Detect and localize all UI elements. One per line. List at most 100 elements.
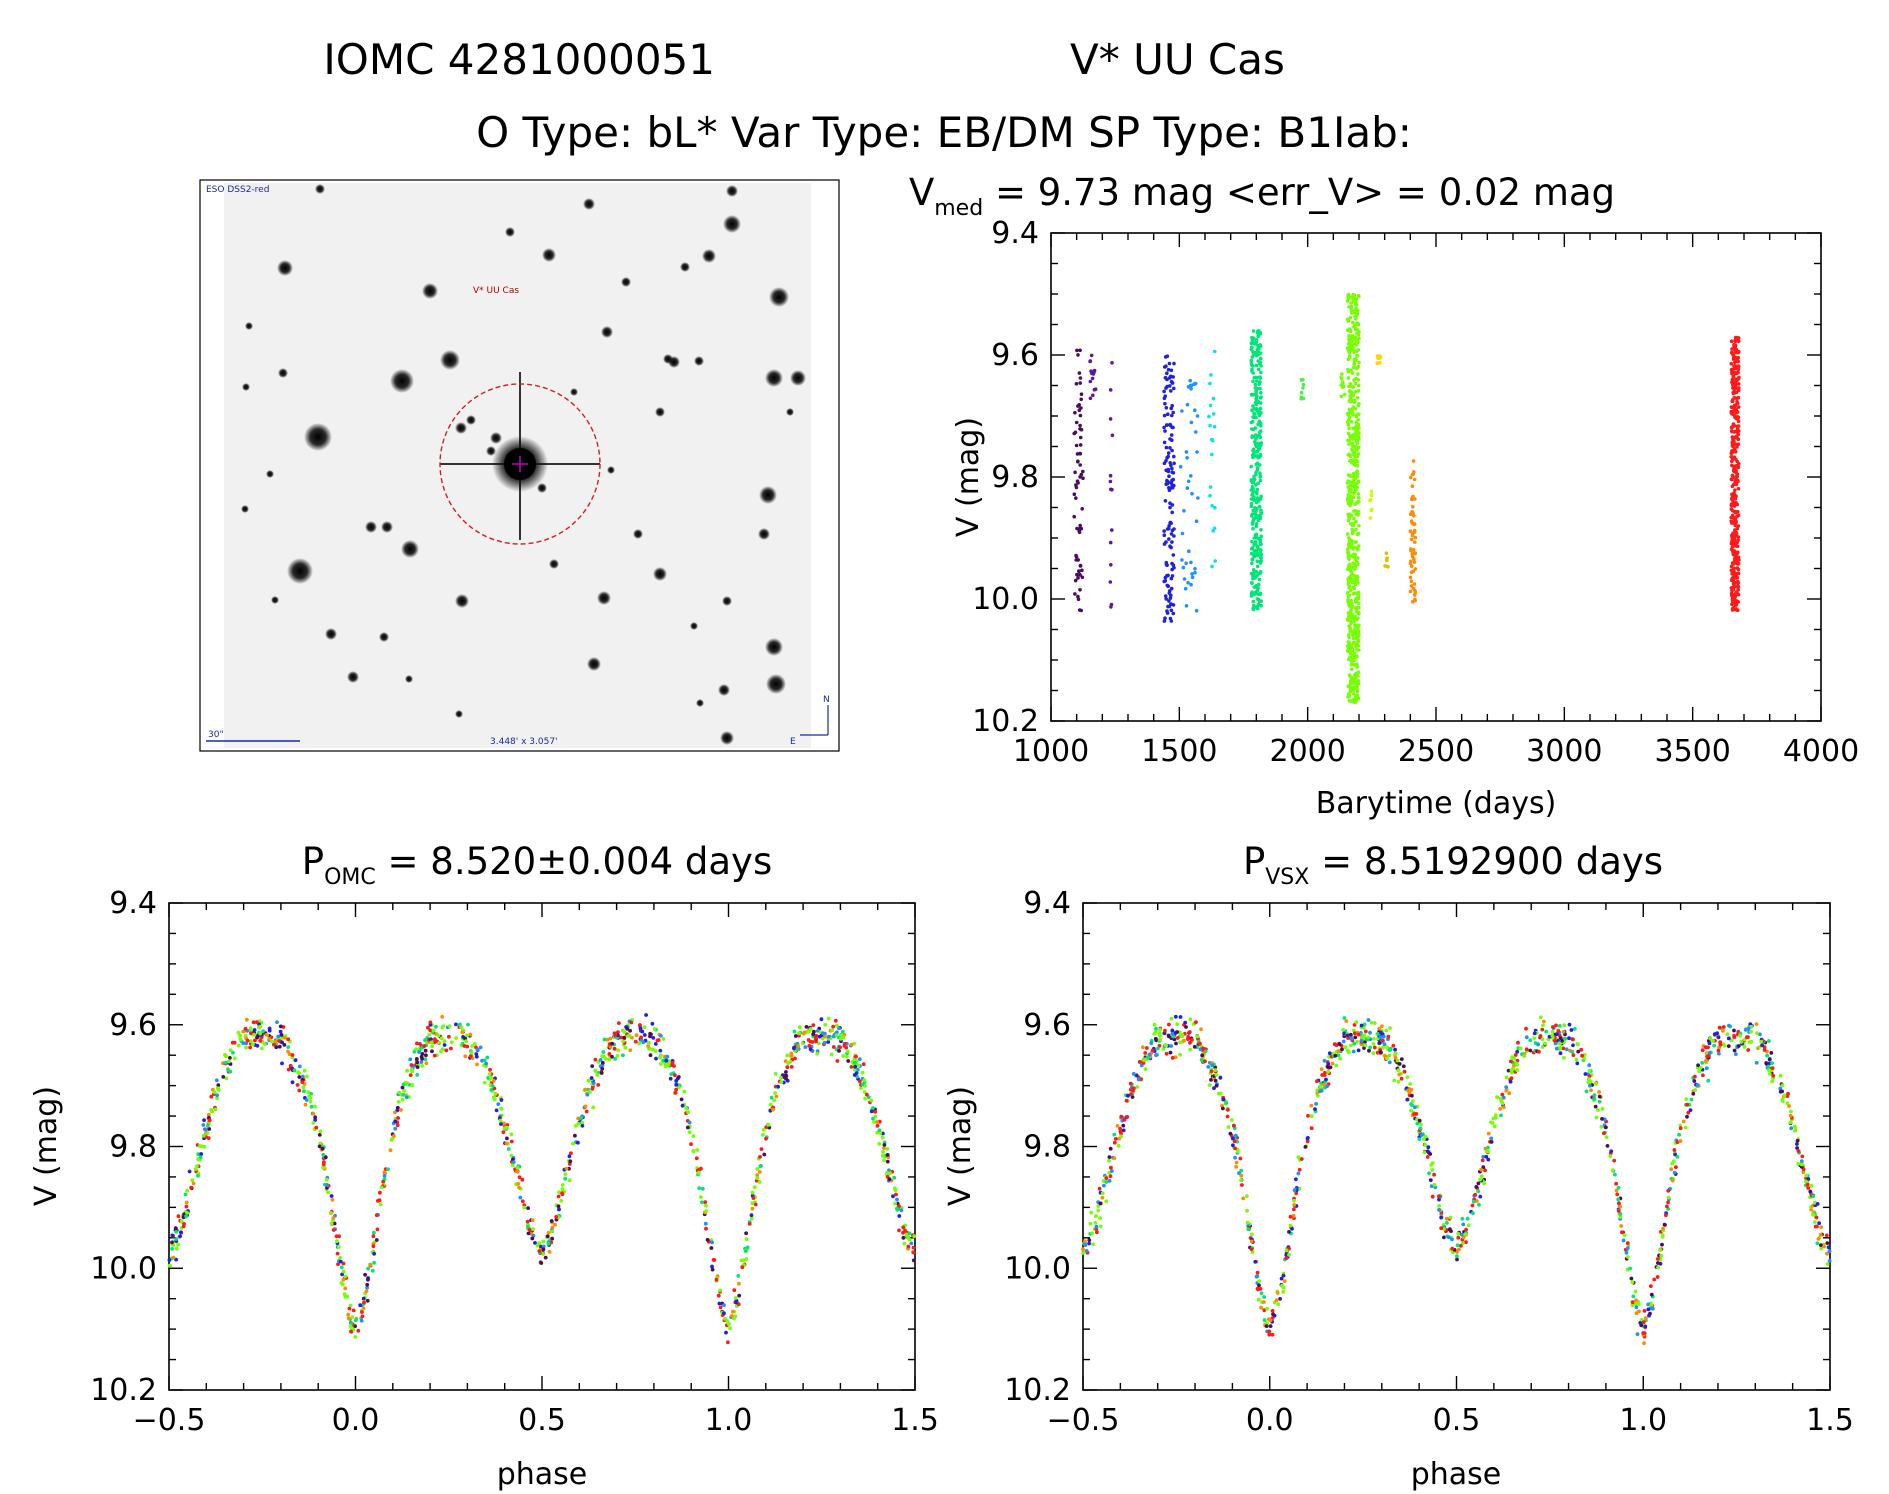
phase-point [1186,1036,1190,1041]
phase-point [264,1032,269,1037]
phase-point [193,1167,198,1171]
phase-point [1600,1117,1604,1121]
phase-point [301,1074,305,1079]
lightcurve-point [1255,487,1260,492]
phase-point [286,1067,291,1072]
sky-east-label: E [790,737,796,747]
phase-point [728,1326,732,1331]
phase-point [742,1258,746,1263]
phase-point [539,1261,544,1265]
lightcurve-x-axis: 1000 1500 2000 2500 3000 3500 4000 [1013,233,1859,769]
lightcurve-point [1256,334,1260,339]
phase-point [1554,1023,1558,1028]
phase-point [520,1199,525,1204]
lightcurve-point [1349,419,1354,424]
phase-point [365,1298,370,1303]
lightcurve-point [1735,429,1739,434]
phase-point [525,1219,530,1224]
lightcurve-point [1356,544,1361,548]
lightcurve-point [1736,364,1741,368]
lightcurve-point [1413,535,1418,540]
phase-point [648,1053,653,1058]
lightcurve-point [1348,382,1353,386]
phase-point [474,1052,479,1056]
lightcurve-point [1190,491,1194,496]
phase-point [214,1078,219,1083]
phase-point [1397,1062,1402,1066]
phase-point [185,1210,189,1215]
lightcurve-point [1165,611,1170,615]
lightcurve-point [1170,510,1174,515]
sky-star [365,521,377,533]
lightcurve-point [1409,548,1413,553]
phase-point [1673,1152,1677,1157]
phase-point [1249,1247,1254,1252]
phase-point [902,1241,907,1246]
lightcurve-point [1182,509,1186,513]
phase-point [1634,1311,1639,1316]
lightcurve-point [1411,472,1416,476]
lightcurve-point [1346,611,1351,615]
phase-point [1692,1079,1697,1083]
phase-point [1466,1223,1471,1228]
phase-point [185,1188,190,1193]
lightcurve-point [1347,488,1352,492]
phase-point [700,1186,705,1191]
lightcurve-point [1356,547,1360,552]
lightcurve-point [1730,435,1735,439]
phase-point [489,1088,494,1092]
lightcurve-point [1352,619,1356,624]
lightcurve-point [1301,386,1305,390]
phase-point [1558,1051,1563,1056]
lightcurve-point [1354,303,1359,307]
phase-point [215,1096,219,1101]
lightcurve-point [1733,382,1738,386]
phase-point [1560,1038,1564,1043]
lightcurve-point [1073,410,1077,415]
lightcurve-point [1074,485,1079,490]
lightcurve-panel: Vmed = 9.73 mag <err_V> = 0.02 mag 1000 1… [909,171,1859,821]
phase-point [1681,1119,1686,1124]
phase-omc-points [167,1013,917,1345]
y-tick-label: 9.8 [991,460,1039,495]
lightcurve-point [1250,435,1254,440]
phase-point [1460,1241,1465,1245]
lightcurve-point [1257,441,1262,446]
phase-point [1332,1042,1337,1047]
phase-point [1265,1321,1269,1325]
lightcurve-point [1339,376,1344,381]
phase-point [625,1026,630,1031]
phase-point [885,1147,890,1151]
lightcurve-point [1384,551,1389,555]
lightcurve-point [1257,433,1261,438]
phase-point [1786,1091,1790,1096]
lightcurve-point [1109,602,1114,607]
phase-point [646,1044,650,1048]
phase-point [1405,1075,1410,1080]
x-tick-label: −0.5 [1047,1403,1120,1438]
lightcurve-point [1356,531,1361,536]
phase-point [418,1042,422,1046]
phase-point [454,1022,458,1027]
phase-point [1489,1140,1494,1144]
phase-point [628,1048,633,1053]
phase-point [568,1159,573,1164]
phase-point [1436,1194,1441,1199]
phase-point [1471,1211,1475,1216]
lightcurve-point [1356,594,1361,598]
phase-point [287,1052,292,1056]
lightcurve-point [1256,359,1260,363]
phase-point [1478,1194,1483,1199]
lightcurve-point [1350,539,1354,543]
phase-point [1292,1198,1296,1203]
phase-point [758,1155,762,1159]
phase-point [1733,1052,1738,1056]
lightcurve-point [1076,353,1080,357]
lightcurve-point [1251,526,1255,531]
phase-point [318,1141,323,1146]
phase-point [1378,1050,1383,1055]
lightcurve-point [1254,363,1259,368]
phase-point [750,1201,755,1206]
lightcurve-point [1078,435,1083,440]
phase-point [1178,1052,1182,1057]
